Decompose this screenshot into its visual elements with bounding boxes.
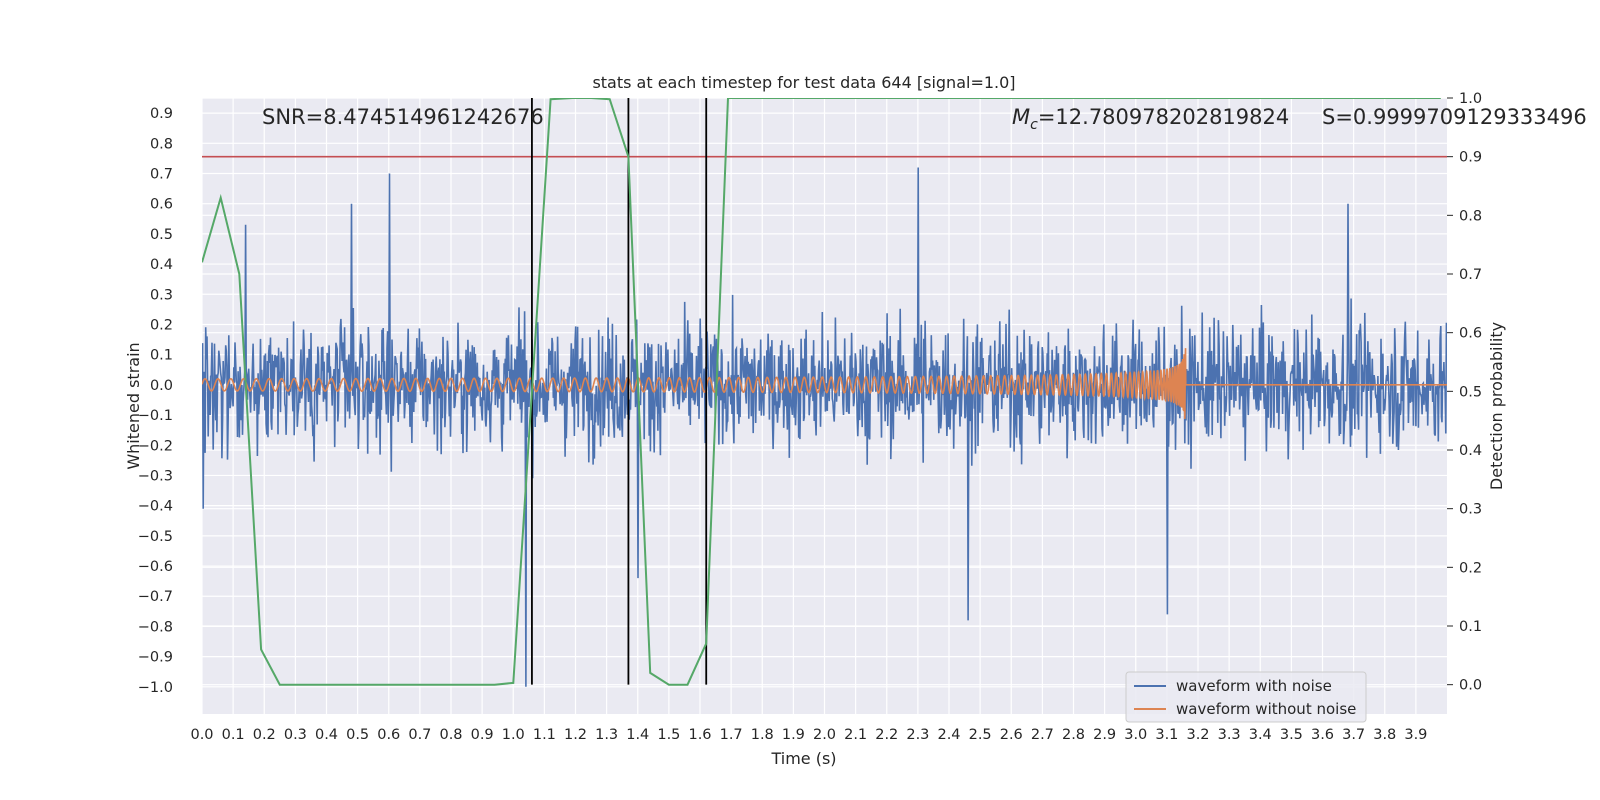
x-tick-label: 1.1	[533, 727, 556, 743]
x-tick-label: 0.2	[253, 727, 276, 743]
y-left-tick-label: −0.8	[138, 619, 173, 635]
mc-annotation: Mc=12.780978202819824	[1012, 105, 1289, 133]
mc-value: =12.780978202819824	[1038, 105, 1289, 129]
y-axis-right-ticks: 0.0 0.1 0.2 0.3 0.4 0.5 0.6 0.7 0.8 0.9 1.0	[1447, 91, 1482, 694]
x-tick-label: 1.7	[720, 727, 743, 743]
x-tick-label: 0.0	[190, 727, 213, 743]
y-axis-left-label: Whitened strain	[124, 342, 143, 469]
y-right-tick-label: 0.5	[1459, 384, 1482, 400]
x-tick-label: 3.4	[1249, 727, 1272, 743]
x-tick-label: 2.4	[937, 727, 960, 743]
x-tick-label: 2.2	[875, 727, 898, 743]
y-right-tick-label: 0.1	[1459, 619, 1482, 635]
x-tick-label: 0.5	[346, 727, 369, 743]
y-left-tick-label: 0.9	[150, 106, 173, 122]
y-right-tick-label: 0.2	[1459, 560, 1482, 576]
y-left-tick-label: 0.2	[150, 317, 173, 333]
x-tick-label: 0.7	[408, 727, 431, 743]
y-left-tick-label: −0.7	[138, 589, 173, 605]
x-tick-label: 0.1	[222, 727, 245, 743]
x-tick-label: 1.3	[595, 727, 618, 743]
x-tick-label: 3.9	[1404, 727, 1427, 743]
x-tick-label: 3.7	[1342, 727, 1365, 743]
y-left-tick-label: −0.3	[138, 468, 173, 484]
series-detection-probability	[202, 98, 1441, 686]
y-left-tick-label: −0.5	[138, 529, 173, 545]
snr-annotation: SNR=8.474514961242676	[262, 105, 544, 129]
x-axis-label: Time (s)	[770, 749, 836, 768]
y-left-tick-label: −0.1	[138, 408, 173, 424]
x-tick-label: 3.2	[1186, 727, 1209, 743]
x-tick-label: 3.8	[1373, 727, 1396, 743]
x-tick-label: 2.3	[906, 727, 929, 743]
x-tick-label: 3.0	[1124, 727, 1147, 743]
x-tick-label: 2.8	[1062, 727, 1085, 743]
y-axis-left-ticks: 0.9 0.8 0.7 0.6 0.5 0.4 0.3 0.2 0.1 0.0 −0.1 −0.2 −0…	[138, 106, 173, 696]
x-tick-label: 1.9	[782, 727, 805, 743]
x-tick-label: 2.0	[813, 727, 836, 743]
mc-symbol: M	[1012, 105, 1030, 129]
x-tick-label: 2.7	[1031, 727, 1054, 743]
series-waveform-without-noise	[202, 348, 1447, 419]
x-tick-label: 1.2	[564, 727, 587, 743]
x-tick-label: 3.6	[1311, 727, 1334, 743]
y-left-tick-label: 0.1	[150, 348, 173, 364]
y-right-tick-label: 1.0	[1459, 91, 1482, 107]
y-left-tick-label: −0.9	[138, 650, 173, 666]
y-left-tick-label: 0.8	[150, 136, 173, 152]
plot-series	[202, 98, 1447, 687]
x-tick-label: 1.8	[751, 727, 774, 743]
legend: waveform with noise waveform without noi…	[1125, 671, 1367, 723]
x-tick-label: 1.6	[688, 727, 711, 743]
x-tick-label: 3.1	[1155, 727, 1178, 743]
y-right-tick-label: 0.4	[1459, 443, 1482, 459]
y-left-tick-label: 0.7	[150, 166, 173, 182]
y-left-tick-label: 0.5	[150, 227, 173, 243]
y-left-tick-label: 0.0	[150, 378, 173, 394]
x-tick-label: 1.4	[626, 727, 649, 743]
y-left-tick-label: 0.4	[150, 257, 173, 273]
x-tick-label: 3.3	[1218, 727, 1241, 743]
mc-subscript: c	[1030, 117, 1038, 133]
y-right-tick-label: 0.9	[1459, 150, 1482, 166]
x-axis-ticks: 0.0 0.1 0.2 0.3 0.4 0.5 0.6 0.7 0.8 0.9 1.0 1.1 1.2 1…	[190, 727, 1427, 743]
legend-label-clean: waveform without noise	[1176, 700, 1356, 718]
x-tick-label: 0.3	[284, 727, 307, 743]
legend-box	[1125, 671, 1367, 723]
y-left-tick-label: −0.2	[138, 438, 173, 454]
x-tick-label: 0.6	[377, 727, 400, 743]
chart-title: stats at each timestep for test data 644…	[592, 73, 1015, 92]
y-left-tick-label: −0.6	[138, 559, 173, 575]
x-tick-label: 2.9	[1093, 727, 1116, 743]
x-tick-label: 1.5	[657, 727, 680, 743]
y-left-tick-label: 0.3	[150, 287, 173, 303]
y-right-tick-label: 0.3	[1459, 502, 1482, 518]
x-tick-label: 2.5	[969, 727, 992, 743]
y-right-tick-label: 0.6	[1459, 326, 1482, 342]
y-left-tick-label: 0.6	[150, 197, 173, 213]
x-tick-label: 1.0	[502, 727, 525, 743]
y-left-tick-label: −0.4	[138, 499, 173, 515]
y-right-tick-label: 0.7	[1459, 267, 1482, 283]
x-tick-label: 0.9	[471, 727, 494, 743]
x-tick-label: 3.5	[1280, 727, 1303, 743]
x-tick-label: 0.4	[315, 727, 338, 743]
x-tick-label: 0.8	[439, 727, 462, 743]
y-left-tick-label: −1.0	[138, 680, 173, 696]
legend-label-noise: waveform with noise	[1176, 677, 1332, 695]
y-right-tick-label: 0.8	[1459, 208, 1482, 224]
y-axis-right-label: Detection probability	[1487, 322, 1506, 490]
x-tick-label: 2.1	[844, 727, 867, 743]
y-right-tick-label: 0.0	[1459, 678, 1482, 694]
x-tick-label: 2.6	[1000, 727, 1023, 743]
s-annotation: S=0.9999709129333496	[1322, 105, 1587, 129]
